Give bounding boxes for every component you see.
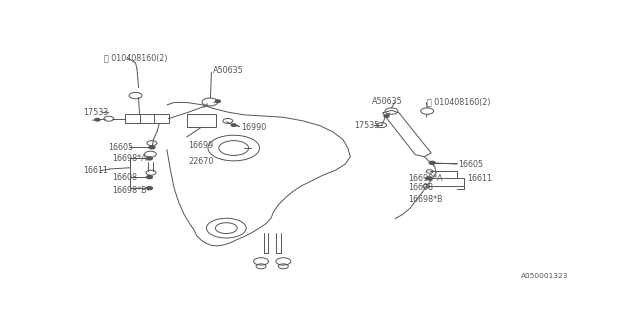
Circle shape <box>95 118 100 121</box>
Text: A50635: A50635 <box>372 97 403 106</box>
Text: 16608: 16608 <box>112 172 137 182</box>
Text: 17533: 17533 <box>83 108 109 117</box>
Text: 16990: 16990 <box>241 123 266 132</box>
Text: Ⓑ 010408160(2): Ⓑ 010408160(2) <box>428 97 491 106</box>
Text: 16698*A: 16698*A <box>408 174 443 183</box>
Text: 16699: 16699 <box>188 140 213 149</box>
Text: 16611: 16611 <box>467 174 492 183</box>
Text: 16605: 16605 <box>108 143 133 152</box>
Circle shape <box>147 176 152 179</box>
Circle shape <box>147 157 152 160</box>
Circle shape <box>216 100 220 102</box>
Text: 16698*B: 16698*B <box>112 186 147 195</box>
Text: 16608: 16608 <box>408 183 433 192</box>
Text: 17535: 17535 <box>355 121 380 130</box>
Circle shape <box>426 177 431 180</box>
Text: 16605: 16605 <box>458 160 483 169</box>
Circle shape <box>231 124 236 126</box>
Text: A050001323: A050001323 <box>521 273 568 279</box>
Text: Ⓑ 010408160(2): Ⓑ 010408160(2) <box>104 53 167 62</box>
Text: 16611: 16611 <box>83 166 108 175</box>
Circle shape <box>147 187 152 190</box>
Circle shape <box>384 115 389 117</box>
Circle shape <box>429 161 435 164</box>
Text: 22670: 22670 <box>188 156 214 166</box>
Text: 16698*A: 16698*A <box>112 154 147 163</box>
Text: 16698*B: 16698*B <box>408 195 443 204</box>
Text: A50635: A50635 <box>213 66 244 75</box>
Circle shape <box>149 146 155 149</box>
